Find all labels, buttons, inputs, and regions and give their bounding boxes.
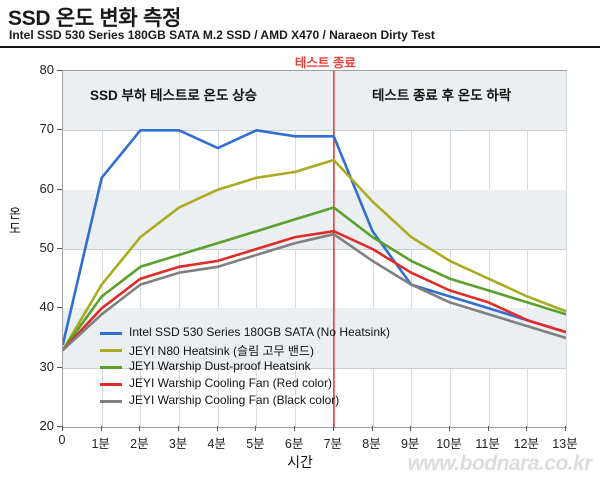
legend-item: JEYI Warship Cooling Fan (Red color): [100, 376, 415, 393]
y-axis-tick: [57, 129, 62, 131]
x-axis-tick: [565, 426, 566, 431]
x-axis-tick-label: 11분: [475, 437, 500, 451]
chart-gridline: [63, 130, 566, 132]
y-axis-label: 온도: [9, 206, 21, 236]
header-divider: [0, 46, 600, 48]
x-axis-tick: [255, 426, 257, 431]
x-axis-tick-label: 7분: [323, 437, 343, 451]
y-axis-tick-label: 40: [39, 299, 54, 315]
legend-swatch: [100, 366, 122, 369]
page-title: SSD 온도 변화 측정: [8, 7, 182, 30]
page-subtitle: Intel SSD 530 Series 180GB SATA M.2 SSD …: [9, 28, 435, 42]
y-axis-tick: [57, 426, 62, 427]
legend-item: JEYI Warship Dust-proof Heatsink: [100, 359, 415, 376]
legend-label: JEYI Warship Cooling Fan (Red color): [129, 376, 332, 390]
legend-label: JEYI Warship Dust-proof Heatsink: [129, 359, 311, 373]
y-axis-tick: [57, 188, 62, 190]
x-axis-tick: [448, 426, 450, 431]
chart-gridline: [63, 367, 566, 369]
chart-plot-area: [62, 70, 567, 428]
x-axis-tick-label: 8분: [362, 437, 381, 451]
y-axis-tick-label: 70: [39, 121, 54, 137]
legend-swatch: [100, 400, 122, 403]
x-axis-tick: [216, 426, 218, 431]
x-axis-tick-label: 9분: [400, 437, 420, 451]
chart-band: [63, 71, 566, 131]
x-axis-tick-label: 0: [58, 433, 66, 447]
x-axis-tick-label: 13분: [552, 437, 578, 451]
annotation-test-end: 테스트 종료: [294, 56, 356, 70]
chart-gridline: [63, 249, 566, 250]
x-axis-tick-label: 1분: [91, 437, 110, 451]
y-axis-tick: [57, 366, 62, 368]
y-axis-tick-label: 50: [39, 240, 54, 255]
chart-vgridline: [566, 71, 567, 427]
chart-line-series-2: [63, 206, 566, 352]
x-axis-tick: [294, 426, 296, 431]
x-axis-tick: [139, 426, 141, 431]
chart-line-series-3: [63, 229, 566, 352]
y-axis-tick-label: 80: [39, 62, 54, 77]
legend-item: JEYI N80 Heatsink (슬림 고무 밴드): [100, 342, 415, 359]
x-axis-tick: [62, 426, 63, 431]
legend-item: JEYI Warship Cooling Fan (Black color): [100, 393, 415, 410]
x-axis-tick: [178, 426, 180, 431]
chart-line-series-4: [63, 232, 566, 352]
annotation-left: SSD 부하 테스트로 온도 상승: [90, 88, 257, 103]
y-axis-tick-label: 30: [39, 358, 54, 374]
chart-line-series-1: [63, 158, 566, 352]
y-axis-tick-label: 60: [39, 180, 54, 196]
x-axis-tick: [410, 426, 412, 431]
y-axis-tick: [57, 248, 62, 249]
chart-legend: Intel SSD 530 Series 180GB SATA (No Heat…: [100, 325, 415, 410]
x-axis-tick-label: 4분: [207, 437, 226, 451]
x-axis-tick-label: 6분: [284, 437, 304, 451]
y-axis-tick: [57, 307, 62, 309]
x-axis-tick-label: 3분: [168, 437, 188, 451]
x-axis-tick: [487, 426, 489, 431]
legend-item: Intel SSD 530 Series 180GB SATA (No Heat…: [100, 325, 415, 342]
legend-label: Intel SSD 530 Series 180GB SATA (No Heat…: [129, 325, 391, 339]
y-axis-tick-label: 20: [39, 418, 54, 433]
legend-label: JEYI N80 Heatsink (슬림 고무 밴드): [129, 344, 314, 358]
chart-band: [63, 308, 566, 368]
page-header: SSD 온도 변화 측정 Intel SSD 530 Series 180GB …: [0, 0, 600, 48]
x-axis-label: 시간: [287, 454, 313, 470]
chart-series-svg: [63, 71, 566, 427]
x-axis-tick-label: 10분: [436, 437, 462, 451]
x-axis-tick-label: 2분: [130, 437, 149, 451]
x-axis-tick-label: 12분: [513, 437, 539, 451]
x-axis-tick-label: 5분: [246, 437, 265, 451]
legend-swatch: [100, 349, 122, 352]
x-axis-tick: [100, 426, 102, 431]
annotation-right: 테스트 종료 후 온도 하락: [372, 88, 512, 103]
x-axis-tick: [332, 426, 334, 431]
chart-line-series-0: [63, 128, 566, 346]
y-axis-tick: [57, 70, 62, 71]
legend-swatch: [100, 383, 122, 386]
x-axis-tick: [371, 426, 373, 431]
watermark: www.bodnara.co.kr: [407, 452, 593, 475]
legend-label: JEYI Warship Cooling Fan (Black color): [129, 393, 340, 407]
x-axis-tick: [526, 426, 528, 431]
legend-swatch: [100, 332, 122, 335]
